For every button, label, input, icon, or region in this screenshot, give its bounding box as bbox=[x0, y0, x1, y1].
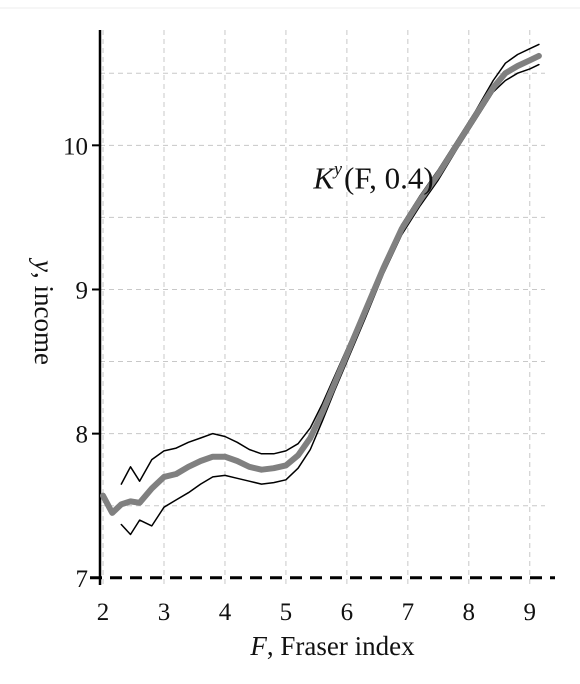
y-axis-title-text: , income bbox=[29, 272, 59, 365]
annotation-sup: y bbox=[332, 159, 342, 179]
y-axis-title-var: y bbox=[29, 257, 59, 272]
x-tick-label: 2 bbox=[97, 599, 110, 626]
x-tick-label: 8 bbox=[463, 599, 476, 626]
series-group bbox=[100, 43, 542, 536]
y-axis-title: y, income bbox=[29, 257, 59, 365]
x-tick-label: 3 bbox=[158, 599, 171, 626]
annotation-rest: (F, 0.4) bbox=[344, 161, 434, 196]
x-tick-label: 5 bbox=[280, 599, 293, 626]
x-tick-label: 4 bbox=[219, 599, 232, 626]
curve-annotation: Ky(F, 0.4) bbox=[312, 159, 433, 196]
x-tick-label: 6 bbox=[341, 599, 354, 626]
x-axis-title-text: , Fraser index bbox=[267, 631, 415, 661]
estimate-line bbox=[100, 52, 542, 516]
x-tick-label: 7 bbox=[402, 599, 415, 626]
x-axis-title-var: F bbox=[249, 631, 267, 661]
lower-band-line bbox=[120, 63, 540, 536]
y-tick-label: 9 bbox=[76, 277, 89, 304]
y-tick-label: 7 bbox=[76, 566, 89, 593]
x-tick-label: 9 bbox=[524, 599, 537, 626]
x-axis-title: F, Fraser index bbox=[249, 631, 415, 661]
axis-ticks: 7 8 9 10 2 3 4 5 6 7 8 9 bbox=[63, 133, 536, 626]
y-tick-label: 8 bbox=[76, 422, 89, 449]
annotation-base: K bbox=[312, 161, 336, 196]
y-tick-label: 10 bbox=[63, 133, 88, 160]
